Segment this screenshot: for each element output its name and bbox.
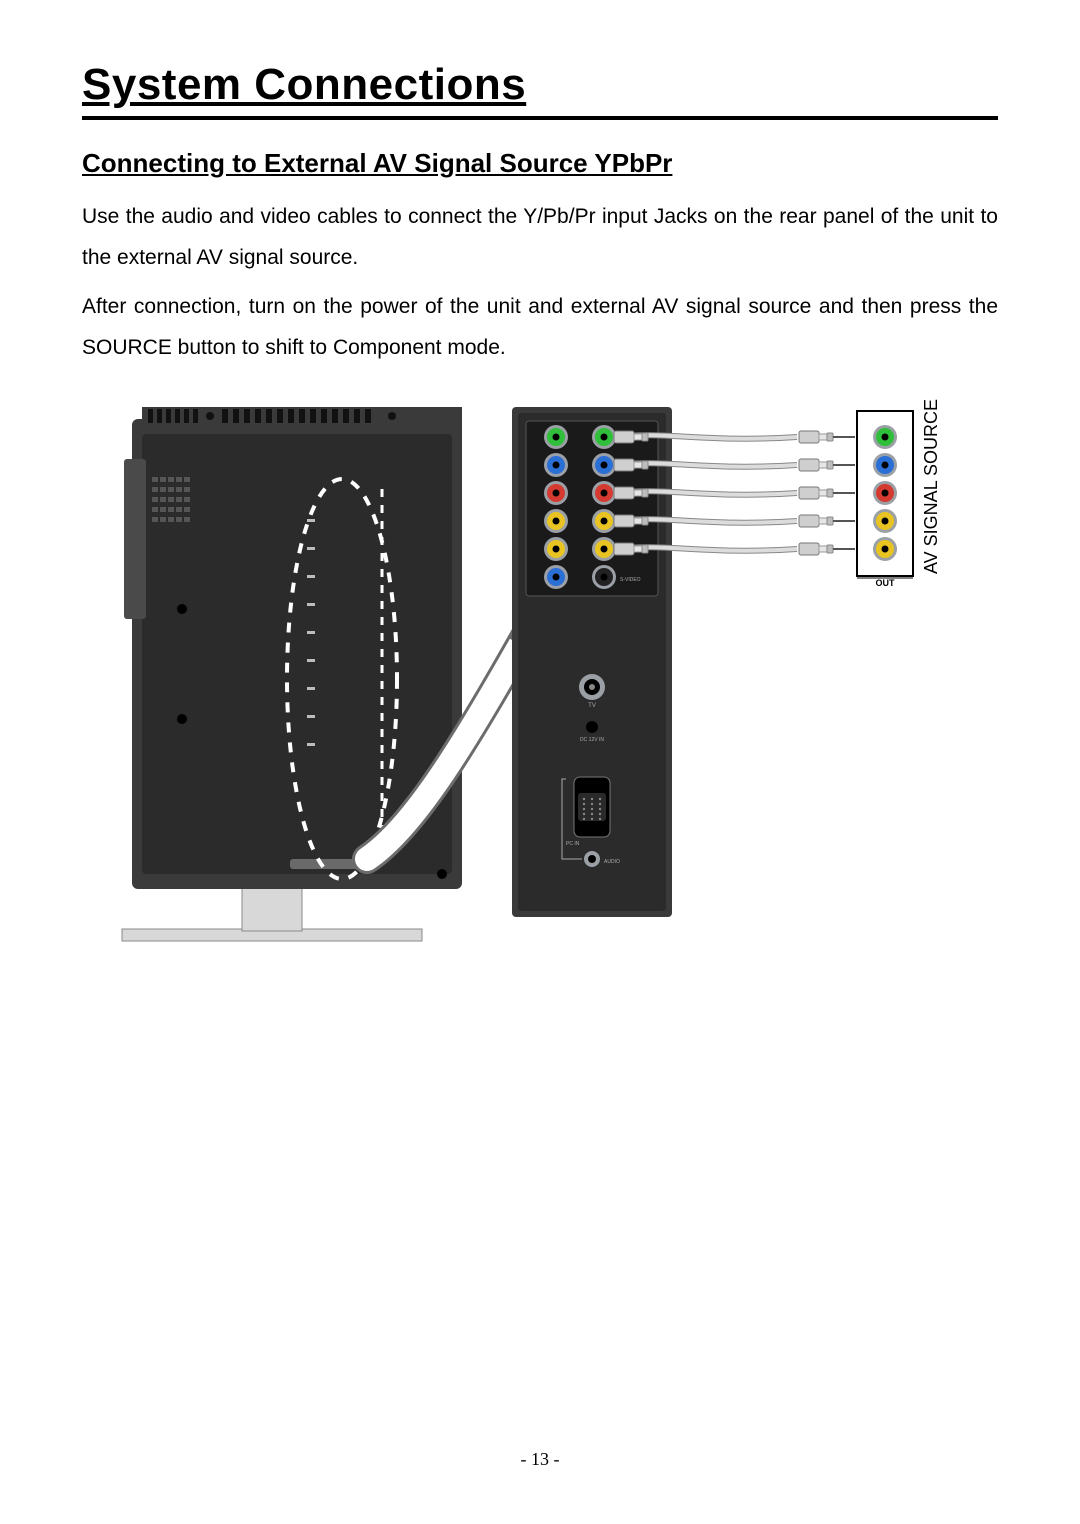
svg-text:DC 12V IN: DC 12V IN [580,737,604,743]
section-subtitle: Connecting to External AV Signal Source … [82,148,998,179]
svg-text:AV SIGNAL SOURCE: AV SIGNAL SOURCE [921,399,941,574]
svg-text:S-VIDEO: S-VIDEO [620,577,641,583]
paragraph-1: Use the audio and video cables to connec… [82,197,998,279]
svg-text:PC IN: PC IN [566,841,580,847]
svg-text:OUT: OUT [876,578,896,588]
page-number: - 13 - [0,1449,1080,1470]
page-title: System Connections [82,60,998,120]
connection-diagram: TV DC 12V IN PC IN AUDIO S-VIDEO OUT AV SIGNAL… [82,399,998,969]
paragraph-2: After connection, turn on the power of t… [82,287,998,369]
svg-text:TV: TV [588,703,596,709]
diagram-svg: TV DC 12V IN PC IN AUDIO S-VIDEO OUT AV SIGNAL… [112,399,952,959]
svg-text:AUDIO: AUDIO [604,859,620,865]
